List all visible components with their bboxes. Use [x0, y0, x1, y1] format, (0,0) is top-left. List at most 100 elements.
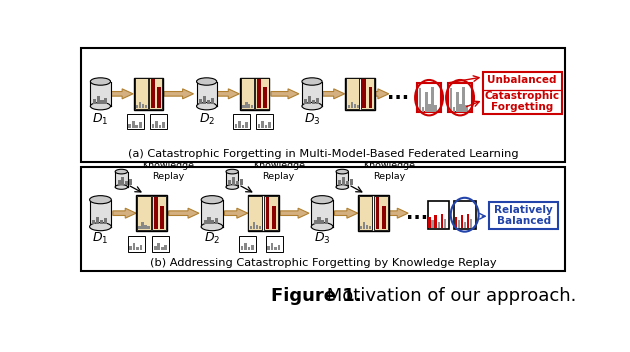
Bar: [382, 206, 386, 230]
Bar: [265, 125, 268, 128]
Bar: [207, 100, 210, 104]
Bar: [264, 196, 278, 230]
Bar: [211, 220, 214, 224]
Bar: [132, 243, 135, 250]
Bar: [311, 200, 333, 227]
Bar: [450, 88, 452, 112]
Text: ...: ...: [387, 84, 409, 103]
Bar: [90, 82, 110, 106]
Polygon shape: [375, 89, 389, 99]
Bar: [127, 114, 144, 129]
Bar: [258, 124, 260, 128]
Bar: [358, 196, 372, 230]
Bar: [239, 236, 256, 252]
Bar: [304, 99, 307, 104]
Bar: [207, 216, 210, 224]
Bar: [302, 82, 322, 106]
Bar: [93, 99, 96, 104]
Bar: [158, 243, 160, 250]
Bar: [342, 177, 345, 185]
Bar: [459, 104, 462, 112]
Ellipse shape: [115, 169, 127, 174]
Bar: [438, 222, 440, 228]
Polygon shape: [169, 208, 199, 218]
Bar: [432, 87, 433, 112]
Bar: [263, 87, 267, 108]
Bar: [129, 246, 132, 250]
Bar: [338, 180, 341, 185]
Bar: [268, 122, 271, 128]
Bar: [369, 226, 371, 228]
Bar: [248, 195, 278, 231]
Text: Motivation of our approach.: Motivation of our approach.: [321, 287, 576, 305]
Bar: [152, 124, 154, 128]
Bar: [461, 215, 463, 228]
Bar: [361, 78, 374, 109]
Bar: [129, 124, 131, 128]
Bar: [238, 121, 241, 128]
Bar: [241, 246, 243, 250]
Bar: [122, 177, 125, 185]
Bar: [154, 197, 158, 230]
Bar: [435, 105, 437, 112]
Bar: [92, 220, 95, 224]
Ellipse shape: [89, 196, 112, 204]
Bar: [316, 98, 319, 104]
Bar: [245, 101, 248, 108]
Bar: [157, 87, 161, 108]
Bar: [428, 104, 430, 112]
Bar: [265, 197, 270, 230]
Bar: [135, 125, 138, 128]
Bar: [244, 243, 247, 250]
Bar: [152, 236, 169, 252]
Bar: [250, 226, 253, 228]
Ellipse shape: [90, 102, 110, 110]
Ellipse shape: [201, 222, 223, 231]
Bar: [259, 226, 261, 228]
Bar: [251, 105, 253, 108]
Bar: [89, 200, 112, 227]
Text: $D_2$: $D_2$: [204, 231, 220, 246]
Bar: [425, 92, 428, 112]
Bar: [374, 196, 388, 230]
Bar: [234, 124, 238, 128]
Bar: [136, 247, 139, 250]
Bar: [272, 206, 275, 230]
Bar: [241, 78, 254, 109]
Bar: [81, 48, 564, 162]
Ellipse shape: [302, 102, 322, 110]
Bar: [197, 82, 217, 106]
Bar: [466, 105, 468, 112]
Bar: [248, 196, 263, 230]
Text: $D_3$: $D_3$: [314, 231, 330, 246]
Bar: [267, 246, 270, 250]
Bar: [458, 220, 460, 228]
Bar: [346, 78, 359, 109]
Bar: [228, 180, 231, 185]
Bar: [142, 104, 144, 108]
Ellipse shape: [336, 185, 348, 189]
Bar: [159, 125, 161, 128]
Polygon shape: [323, 89, 345, 99]
Bar: [139, 226, 140, 228]
Bar: [453, 107, 455, 112]
Bar: [321, 220, 324, 224]
Bar: [428, 217, 430, 228]
Bar: [240, 78, 270, 110]
Bar: [152, 196, 166, 230]
Bar: [236, 181, 239, 185]
Bar: [360, 226, 362, 228]
Bar: [346, 181, 349, 185]
Bar: [210, 98, 214, 104]
Bar: [348, 105, 350, 108]
Bar: [203, 220, 207, 224]
Ellipse shape: [311, 196, 333, 204]
Bar: [470, 219, 472, 228]
Bar: [428, 201, 449, 228]
Text: (a) Catastrophic Forgetting in Multi-Model-Based Federated Learning: (a) Catastrophic Forgetting in Multi-Mod…: [127, 149, 518, 158]
Bar: [136, 195, 167, 231]
Bar: [150, 114, 167, 129]
Bar: [162, 122, 165, 128]
Bar: [467, 214, 469, 228]
Bar: [345, 78, 375, 110]
